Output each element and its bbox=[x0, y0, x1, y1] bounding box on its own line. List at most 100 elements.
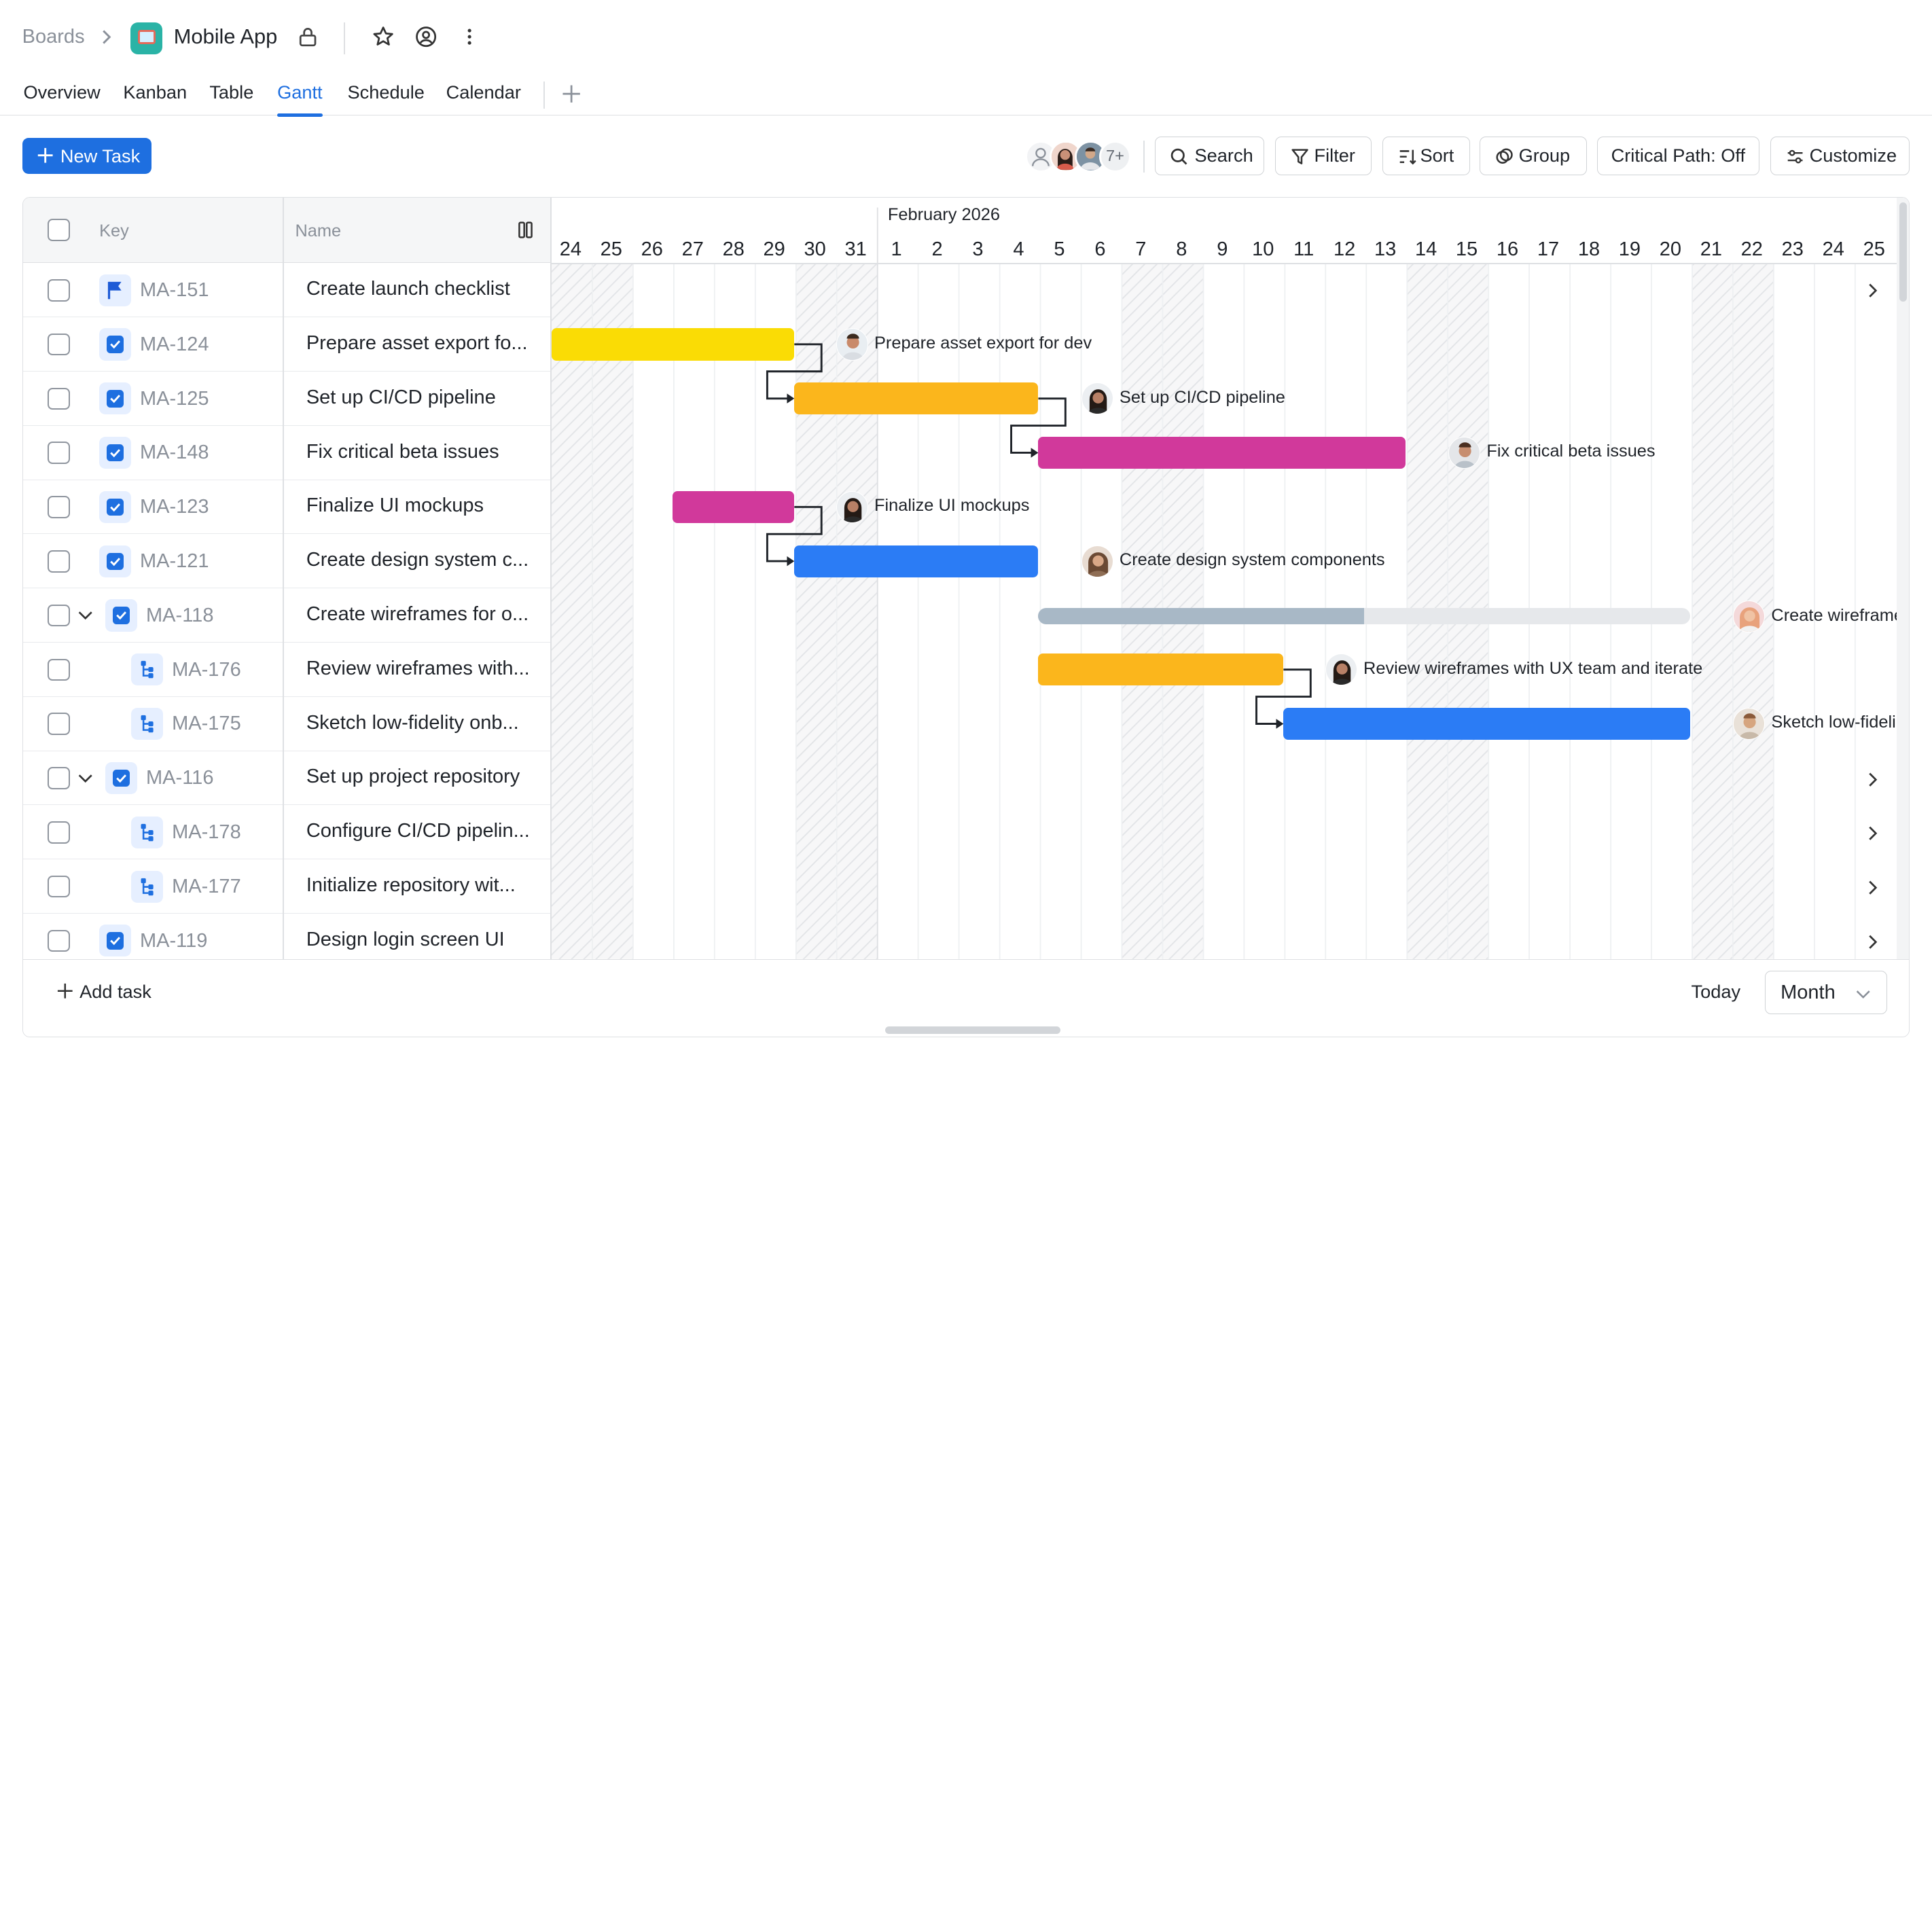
table-row[interactable]: MA-116 Set up project repository bbox=[22, 751, 552, 806]
row-checkbox[interactable] bbox=[47, 496, 70, 518]
column-resize-icon[interactable] bbox=[516, 220, 535, 240]
breadcrumb-boards[interactable]: Boards bbox=[22, 26, 85, 48]
dependency-connector[interactable] bbox=[1009, 397, 1067, 454]
day-label: 31 bbox=[844, 238, 867, 261]
task-name[interactable]: Design login screen UI bbox=[306, 928, 505, 950]
task-name[interactable]: Configure CI/CD pipelin... bbox=[306, 820, 530, 842]
tab-schedule[interactable]: Schedule bbox=[347, 81, 425, 103]
customize-button[interactable]: Customize bbox=[1770, 137, 1910, 175]
sort-button[interactable]: Sort bbox=[1382, 137, 1470, 175]
row-checkbox[interactable] bbox=[47, 821, 70, 844]
summary-bar-ma-118[interactable] bbox=[1038, 608, 1690, 624]
add-task-button[interactable]: Add task bbox=[57, 981, 151, 1003]
task-name[interactable]: Set up project repository bbox=[306, 766, 520, 788]
task-checkbox-icon bbox=[99, 545, 132, 577]
member-avatars[interactable]: 7+ bbox=[1025, 140, 1136, 173]
task-name[interactable]: Review wireframes with... bbox=[306, 657, 530, 679]
task-name[interactable]: Fix critical beta issues bbox=[306, 440, 499, 463]
today-button[interactable]: Today bbox=[1691, 980, 1741, 1002]
expand-chevron-icon[interactable] bbox=[77, 607, 94, 624]
table-row[interactable]: MA-148 Fix critical beta issues bbox=[22, 425, 552, 480]
task-name[interactable]: Sketch low-fidelity onb... bbox=[306, 711, 519, 734]
row-checkbox[interactable] bbox=[47, 604, 70, 627]
scroll-to-task-chevron-icon[interactable] bbox=[1865, 879, 1882, 896]
select-all-checkbox[interactable] bbox=[47, 219, 70, 241]
table-row[interactable]: MA-151 Create launch checklist bbox=[22, 263, 552, 318]
tab-table[interactable]: Table bbox=[209, 81, 254, 103]
dependency-connector[interactable] bbox=[766, 343, 823, 400]
row-checkbox[interactable] bbox=[47, 929, 70, 952]
task-name[interactable]: Prepare asset export fo... bbox=[306, 332, 528, 354]
day-label: 20 bbox=[1659, 238, 1682, 261]
task-name[interactable]: Finalize UI mockups bbox=[306, 495, 484, 517]
chart-header-divider bbox=[551, 263, 1910, 265]
task-key: MA-175 bbox=[172, 713, 241, 735]
assignee-avatar bbox=[1081, 545, 1113, 577]
task-name[interactable]: Set up CI/CD pipeline bbox=[306, 386, 496, 408]
watch-user-icon[interactable] bbox=[414, 24, 438, 49]
dependency-connector[interactable] bbox=[1255, 668, 1312, 725]
row-checkbox[interactable] bbox=[47, 550, 70, 573]
row-checkbox[interactable] bbox=[47, 767, 70, 789]
task-bar-ma-176[interactable] bbox=[1038, 653, 1284, 686]
task-bar-ma-121[interactable] bbox=[794, 545, 1039, 577]
table-row[interactable]: MA-178 Configure CI/CD pipelin... bbox=[22, 805, 552, 860]
row-checkbox[interactable] bbox=[47, 387, 70, 410]
row-checkbox[interactable] bbox=[47, 442, 70, 464]
scroll-to-task-chevron-icon[interactable] bbox=[1865, 933, 1882, 950]
scroll-to-task-chevron-icon[interactable] bbox=[1865, 282, 1882, 299]
day-label: 18 bbox=[1577, 238, 1600, 261]
search-button[interactable]: Search bbox=[1154, 137, 1264, 175]
row-checkbox[interactable] bbox=[47, 658, 70, 681]
task-bar-ma-125[interactable] bbox=[794, 382, 1039, 415]
filter-icon bbox=[1291, 149, 1308, 164]
tab-overview[interactable]: Overview bbox=[23, 81, 101, 103]
task-key: MA-125 bbox=[139, 387, 209, 410]
tab-kanban[interactable]: Kanban bbox=[123, 81, 187, 103]
row-checkbox[interactable] bbox=[47, 713, 70, 735]
customize-label: Customize bbox=[1809, 145, 1897, 166]
scroll-to-task-chevron-icon[interactable] bbox=[1865, 825, 1882, 842]
time-scale-select[interactable]: Month bbox=[1765, 971, 1887, 1014]
board-title[interactable]: Mobile App bbox=[173, 24, 278, 49]
task-bar-ma-148[interactable] bbox=[1038, 437, 1406, 469]
more-vertical-icon[interactable] bbox=[457, 24, 482, 49]
table-row[interactable]: MA-119 Design login screen UI bbox=[22, 914, 552, 968]
table-row[interactable]: MA-125 Set up CI/CD pipeline bbox=[22, 371, 552, 426]
filter-button[interactable]: Filter bbox=[1275, 137, 1372, 175]
table-row[interactable]: MA-177 Initialize repository wit... bbox=[22, 859, 552, 914]
new-task-button[interactable]: New Task bbox=[22, 138, 152, 174]
more-members-badge[interactable]: 7+ bbox=[1098, 140, 1132, 173]
task-name[interactable]: Initialize repository wit... bbox=[306, 874, 516, 896]
table-row[interactable]: MA-118 Create wireframes for o... bbox=[22, 588, 552, 643]
add-view-icon[interactable] bbox=[559, 82, 584, 106]
table-row[interactable]: MA-123 Finalize UI mockups bbox=[22, 480, 552, 535]
star-icon[interactable] bbox=[371, 24, 395, 49]
row-checkbox[interactable] bbox=[47, 333, 70, 356]
task-bar-ma-123[interactable] bbox=[672, 490, 795, 524]
task-checkbox-icon bbox=[105, 762, 138, 795]
task-name[interactable]: Create design system c... bbox=[306, 549, 529, 571]
table-row[interactable]: MA-121 Create design system c... bbox=[22, 534, 552, 589]
table-row[interactable]: MA-176 Review wireframes with... bbox=[22, 642, 552, 697]
row-checkbox[interactable] bbox=[47, 279, 70, 302]
task-name[interactable]: Create wireframes for o... bbox=[306, 603, 529, 625]
row-checkbox[interactable] bbox=[47, 875, 70, 898]
lock-icon[interactable] bbox=[296, 24, 320, 49]
vertical-scrollbar[interactable] bbox=[1897, 198, 1910, 960]
task-name[interactable]: Create launch checklist bbox=[306, 278, 510, 300]
weekend-column bbox=[1692, 264, 1733, 960]
expand-chevron-icon[interactable] bbox=[77, 770, 94, 787]
tab-gantt[interactable]: Gantt bbox=[277, 82, 323, 118]
table-row[interactable]: MA-175 Sketch low-fidelity onb... bbox=[22, 696, 552, 751]
horizontal-scrollbar[interactable] bbox=[885, 1026, 1060, 1034]
group-button[interactable]: Group bbox=[1480, 137, 1588, 175]
task-bar-ma-124[interactable] bbox=[551, 328, 795, 361]
critical-path-toggle[interactable]: Critical Path: Off bbox=[1596, 137, 1760, 175]
scroll-to-task-chevron-icon[interactable] bbox=[1865, 771, 1882, 788]
dependency-connector[interactable] bbox=[766, 506, 823, 562]
tab-calendar[interactable]: Calendar bbox=[446, 81, 521, 103]
task-bar-ma-175[interactable] bbox=[1283, 708, 1690, 740]
day-label: 24 bbox=[559, 238, 582, 261]
table-row[interactable]: MA-124 Prepare asset export fo... bbox=[22, 317, 552, 372]
